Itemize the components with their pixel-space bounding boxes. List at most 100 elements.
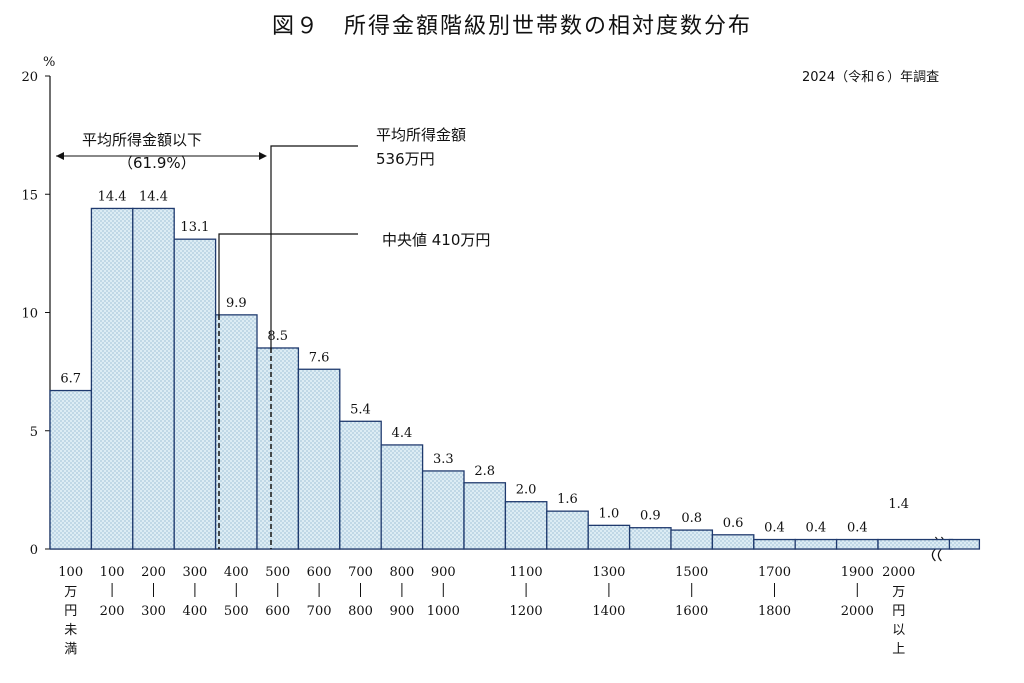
bar xyxy=(670,529,714,550)
bar xyxy=(794,538,838,550)
bar-value-label: 14.4 xyxy=(139,189,168,204)
x-tick-label-bottom: 1800 xyxy=(758,604,791,619)
bar xyxy=(587,524,631,550)
average-leader-line xyxy=(270,145,358,348)
bar-value-label: 0.6 xyxy=(723,516,744,531)
x-tick-label-bottom: 1400 xyxy=(592,604,625,619)
bar-value-label: 2.0 xyxy=(516,483,537,498)
x-tick-label-bottom: 2000 xyxy=(841,604,874,619)
value-labels: 6.7 14.4 14.4 13.1 9.9 8.5 7.6 5.4 4.4 3.3 2.8 2.0 1… xyxy=(60,189,909,535)
bar-value-label: 3.3 xyxy=(433,452,454,467)
bar xyxy=(256,347,300,550)
x-tick-label-top: 1700 xyxy=(758,565,791,580)
x-tick-label-bottom: 200 xyxy=(100,604,125,619)
arrow-head-left xyxy=(56,152,64,160)
x-tick-label-top: 2000 xyxy=(882,565,915,580)
y-tick-label: 5 xyxy=(30,425,38,440)
x-tick-label-bottom: 400 xyxy=(182,604,207,619)
x-tick-label-top: 700 xyxy=(348,565,373,580)
bar-value-label: 0.4 xyxy=(806,521,827,536)
x-tick-label-top: 1500 xyxy=(675,565,708,580)
bar-value-label: 1.6 xyxy=(557,492,578,507)
bar xyxy=(421,470,465,550)
x-tick-label-top: 900 xyxy=(431,565,456,580)
chart-title: 図９ 所得金額階級別世帯数の相対度数分布 xyxy=(271,14,752,39)
bar-value-label: 1.0 xyxy=(599,506,620,521)
bar-value-label: 7.6 xyxy=(309,350,330,365)
x-tick-label-top: 500 xyxy=(265,565,290,580)
bar xyxy=(173,238,217,550)
below-average-label: 平均所得金額以下 xyxy=(82,131,202,149)
x-tick-label-bottom: 700 xyxy=(307,604,332,619)
x-tick-label-top: 200 xyxy=(141,565,166,580)
bar xyxy=(297,368,341,550)
x-tick-label-vertical: 未 xyxy=(64,623,77,638)
x-tick-label-bottom: 800 xyxy=(348,604,373,619)
x-tick-label-bottom: 900 xyxy=(389,604,414,619)
bar xyxy=(504,501,548,550)
bar xyxy=(546,510,589,550)
x-tick-label-vertical: 満 xyxy=(64,642,77,657)
bar-value-label: 0.8 xyxy=(681,511,702,526)
bar-value-label: 2.8 xyxy=(474,464,495,479)
bar xyxy=(380,444,424,550)
bar-value-label: 14.4 xyxy=(98,189,127,204)
chart-subtitle: 2024（令和６）年調査 xyxy=(802,70,940,85)
bar-value-label: 8.5 xyxy=(267,329,288,344)
x-tick-label-top: 100 xyxy=(58,565,83,580)
x-tick-label-top: 100 xyxy=(100,565,125,580)
x-tick-label-top: 1300 xyxy=(592,565,625,580)
bar xyxy=(877,538,954,550)
x-tick-label-bottom: 600 xyxy=(265,604,290,619)
bar-value-label: 0.4 xyxy=(764,521,785,536)
x-tick-label-vertical: 円 xyxy=(64,604,77,619)
x-tick-label-vertical: 上 xyxy=(892,642,905,657)
bar xyxy=(132,207,175,550)
bar xyxy=(214,314,258,550)
x-tick-label-top: 300 xyxy=(182,565,207,580)
median-label: 中央値 410万円 xyxy=(382,231,490,249)
bar xyxy=(753,538,796,550)
x-tick-label-bottom: 1000 xyxy=(427,604,460,619)
bar-value-label: 0.4 xyxy=(847,521,868,536)
x-tick-label-bottom: 1200 xyxy=(510,604,543,619)
bar xyxy=(339,420,382,550)
bar xyxy=(628,527,672,550)
y-tick-label: 20 xyxy=(21,70,38,85)
y-axis-unit: % xyxy=(43,55,55,70)
bar-value-label: 1.4 xyxy=(888,497,909,512)
bar xyxy=(835,538,879,550)
x-tick-label-bottom: 300 xyxy=(141,604,166,619)
x-tick-label-vertical: 万 xyxy=(64,585,77,600)
bar-continuation xyxy=(948,538,981,550)
bar xyxy=(49,389,93,550)
bar xyxy=(711,534,755,550)
arrow-head-right xyxy=(259,152,267,160)
x-tick-label-vertical: 円 xyxy=(892,604,905,619)
average-label: 平均所得金額 xyxy=(376,126,466,144)
bar-value-label: 0.9 xyxy=(640,509,661,524)
bars xyxy=(49,207,981,550)
x-tick-label-vertical: 以 xyxy=(892,623,905,638)
x-tick-label-top: 1100 xyxy=(510,565,543,580)
bar xyxy=(463,482,507,550)
y-tick-label: 15 xyxy=(21,188,38,203)
bar-value-label: 6.7 xyxy=(60,372,81,387)
x-tick-label-vertical: 万 xyxy=(892,585,905,600)
x-tick-label-top: 600 xyxy=(307,565,332,580)
x-tick-label-top: 1900 xyxy=(841,565,874,580)
average-value: 536万円 xyxy=(376,150,435,168)
bar-value-label: 5.4 xyxy=(350,402,371,417)
bar-value-label: 9.9 xyxy=(226,296,247,311)
below-average-percent: （61.9%） xyxy=(118,154,196,172)
x-tick-label-top: 400 xyxy=(224,565,249,580)
bar xyxy=(90,207,134,550)
y-tick-label: 10 xyxy=(21,307,38,322)
bar-value-label: 13.1 xyxy=(180,220,209,235)
bar-value-label: 4.4 xyxy=(392,426,413,441)
x-tick-label-bottom: 500 xyxy=(224,604,249,619)
y-tick-label: 0 xyxy=(30,543,38,558)
